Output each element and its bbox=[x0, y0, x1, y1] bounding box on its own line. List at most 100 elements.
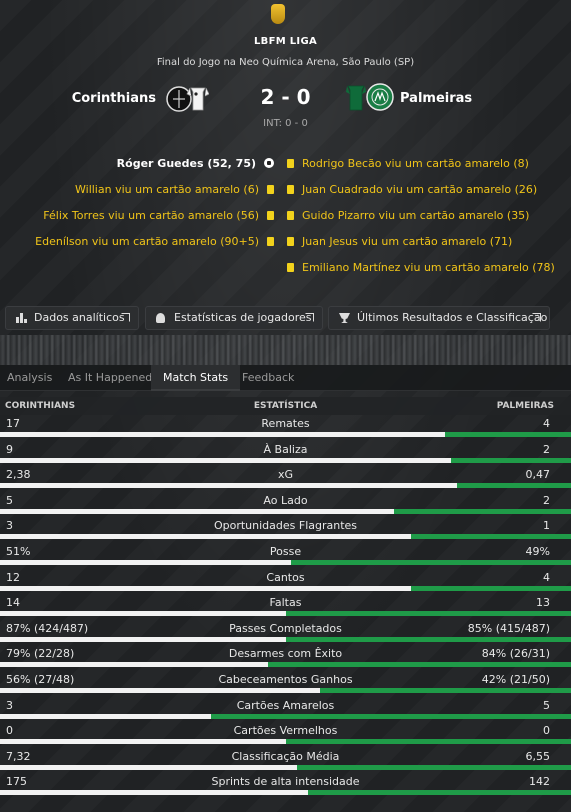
yellow-card-icon bbox=[267, 211, 274, 220]
stat-away-value: 85% (415/487) bbox=[467, 621, 550, 635]
palmeiras-crest-icon[interactable] bbox=[346, 78, 396, 116]
away-event-card: Juan Jesus viu um cartão amarelo (71) bbox=[287, 233, 555, 259]
stat-bar-away bbox=[445, 432, 571, 437]
home-event-goal: Róger Guedes (52, 75) bbox=[35, 155, 274, 181]
stat-away-value: 142 bbox=[529, 775, 550, 789]
match-events: Róger Guedes (52, 75) Willian viu um car… bbox=[0, 140, 571, 290]
yellow-card-icon bbox=[267, 237, 274, 246]
stat-home-value: 12 bbox=[6, 570, 20, 584]
away-event-card: Rodrigo Becão viu um cartão amarelo (8) bbox=[287, 155, 555, 181]
stat-away-value: 2 bbox=[543, 442, 550, 456]
stat-home-value: 3 bbox=[6, 698, 13, 712]
yellow-card-icon bbox=[287, 185, 294, 194]
stat-bar bbox=[0, 764, 571, 770]
stat-bar bbox=[0, 688, 571, 693]
stat-bar bbox=[0, 432, 571, 437]
player-stats-button[interactable]: Estatísticas de jogadores bbox=[145, 306, 323, 330]
stat-bar-home bbox=[0, 713, 211, 719]
stat-label: Cantos bbox=[266, 570, 305, 584]
stat-home-value: 175 bbox=[6, 775, 27, 789]
tab-as-it-happened[interactable]: As It Happened bbox=[68, 371, 153, 384]
stat-home-value: 17 bbox=[6, 417, 20, 430]
stats-header-away[interactable]: PALMEIRAS bbox=[496, 401, 554, 411]
stat-home-value: 56% (27/48) bbox=[6, 673, 75, 686]
stat-row: 14 Faltas 13 bbox=[0, 594, 571, 620]
player-stats-button-label: Estatísticas de jogadores bbox=[174, 311, 312, 324]
stat-label: Desarmes com Êxito bbox=[228, 647, 343, 661]
stat-bar-away bbox=[297, 764, 571, 770]
stat-label: Cartões Amarelos bbox=[236, 698, 335, 712]
stat-bar-away bbox=[320, 688, 571, 693]
tab-match-stats[interactable]: Match Stats bbox=[151, 365, 241, 391]
stat-label: À Baliza bbox=[263, 442, 308, 456]
analytics-button[interactable]: Dados analíticos bbox=[5, 306, 139, 330]
stadium-stands bbox=[0, 335, 571, 365]
stat-away-value: 13 bbox=[536, 596, 550, 610]
stat-home-value: 0 bbox=[6, 724, 13, 738]
stat-away-value: 49% bbox=[525, 545, 550, 558]
home-team-name[interactable]: Corinthians bbox=[71, 91, 156, 106]
tab-bar: Analysis As It Happened Match Stats Feed… bbox=[0, 365, 571, 391]
stat-bar bbox=[0, 662, 571, 668]
goal-ball-icon bbox=[264, 158, 274, 168]
stat-row: 9 À Baliza 2 bbox=[0, 441, 571, 467]
stat-bar-away bbox=[291, 560, 571, 565]
stat-bar-home bbox=[0, 432, 445, 437]
stat-away-value: 6,55 bbox=[525, 749, 551, 763]
stat-away-value: 0,47 bbox=[525, 468, 551, 482]
stat-bar-away bbox=[308, 790, 571, 796]
tab-analysis[interactable]: Analysis bbox=[7, 371, 53, 384]
stat-bar bbox=[0, 713, 571, 719]
stats-header-home[interactable]: CORINTHIANS bbox=[5, 401, 76, 411]
home-event-card: Edenílson viu um cartão amarelo (90+5) bbox=[35, 233, 274, 259]
stat-bar-home bbox=[0, 483, 457, 489]
yellow-card-icon bbox=[267, 185, 274, 194]
stat-row: 3 Cartões Amarelos 5 bbox=[0, 697, 571, 723]
results-button[interactable]: Últimos Resultados e Classificação bbox=[328, 306, 550, 330]
stat-row: 5 Ao Lado 2 bbox=[0, 492, 571, 518]
stat-bar-home bbox=[0, 790, 308, 796]
stat-home-value: 7,32 bbox=[6, 749, 31, 763]
away-event-card: Guido Pizarro viu um cartão amarelo (35) bbox=[287, 207, 555, 233]
analytics-button-label: Dados analíticos bbox=[34, 311, 125, 324]
stat-row: 56% (27/48) Cabeceamentos Ganhos 42% (21/5… bbox=[0, 671, 571, 697]
stat-bar bbox=[0, 483, 571, 489]
stat-home-value: 87% (424/487) bbox=[6, 621, 89, 635]
stat-row: 79% (22/28) Desarmes com Êxito 84% (26/31) bbox=[0, 645, 571, 671]
stat-bar bbox=[0, 739, 571, 745]
tab-feedback[interactable]: Feedback bbox=[242, 371, 295, 384]
stat-home-value: 3 bbox=[6, 519, 13, 533]
stat-bar bbox=[0, 611, 571, 617]
stat-away-value: 84% (26/31) bbox=[481, 647, 550, 661]
away-events: Rodrigo Becão viu um cartão amarelo (8) … bbox=[287, 155, 555, 285]
stat-bar-away bbox=[411, 585, 571, 591]
stat-row: 2,38 xG 0,47 bbox=[0, 466, 571, 492]
venue-text: Final do Jogo na Neo Química Arena, São … bbox=[156, 57, 415, 68]
yellow-card-icon bbox=[287, 211, 294, 220]
corinthians-crest-icon[interactable] bbox=[165, 80, 209, 118]
user-icon bbox=[156, 313, 165, 323]
results-button-label: Últimos Resultados e Classificação bbox=[357, 311, 548, 324]
bar-chart-icon bbox=[16, 313, 27, 323]
stat-home-value: 2,38 bbox=[6, 468, 31, 482]
stat-bar-home bbox=[0, 662, 268, 668]
stat-label: Posse bbox=[269, 545, 302, 558]
stat-bar-home bbox=[0, 764, 297, 770]
stat-bar-home bbox=[0, 688, 320, 693]
home-event-card: Félix Torres viu um cartão amarelo (56) bbox=[35, 207, 274, 233]
stat-bar-home bbox=[0, 508, 394, 514]
stat-label: Oportunidades Flagrantes bbox=[213, 519, 358, 533]
stat-away-value: 2 bbox=[543, 493, 550, 507]
yellow-card-icon bbox=[287, 237, 294, 246]
stat-bar-away bbox=[457, 483, 571, 489]
stat-bar bbox=[0, 534, 571, 540]
stat-home-value: 9 bbox=[6, 442, 13, 456]
stat-home-value: 51% bbox=[6, 545, 31, 558]
league-name: LBFM LIGA bbox=[254, 36, 317, 47]
away-team-name[interactable]: Palmeiras bbox=[400, 91, 473, 106]
home-events: Róger Guedes (52, 75) Willian viu um car… bbox=[35, 155, 274, 259]
external-link-icon bbox=[532, 313, 541, 322]
stat-bar bbox=[0, 457, 571, 463]
match-header: LBFM LIGA Final do Jogo na Neo Química A… bbox=[0, 0, 571, 140]
